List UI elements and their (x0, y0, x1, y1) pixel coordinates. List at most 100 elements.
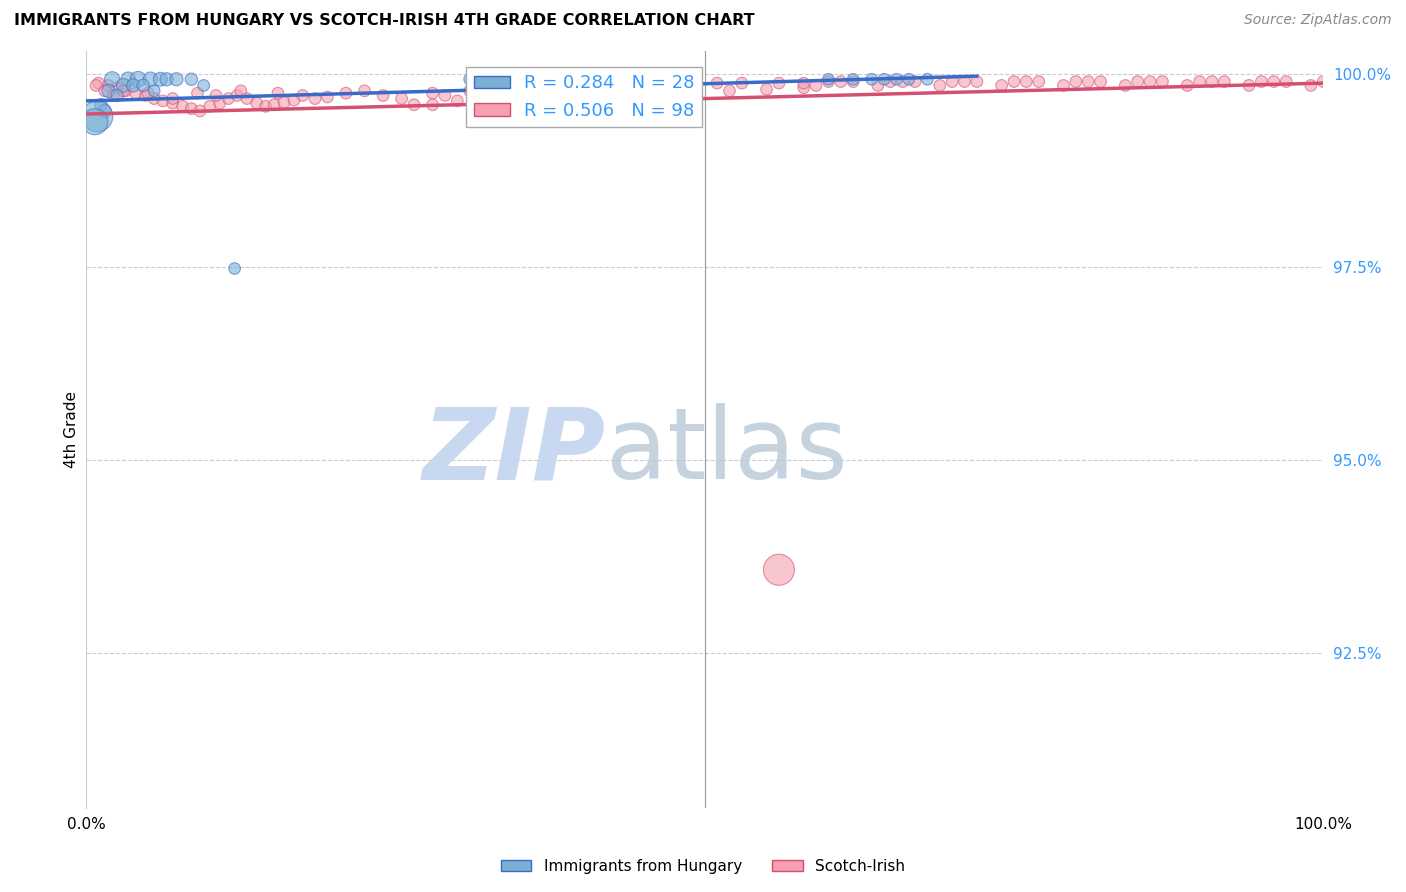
Point (246, 96, 269, 111)
Point (458, 72, 481, 87)
Point (1237, 78, 1260, 93)
Point (433, 88, 456, 103)
Point (97, 78, 120, 93)
Point (208, 96, 231, 111)
Point (1077, 74, 1099, 88)
Point (422, 86, 444, 100)
Point (114, 84, 136, 98)
Point (1052, 78, 1074, 93)
Point (886, 72, 908, 87)
Legend: Immigrants from Hungary, Scotch-Irish: Immigrants from Hungary, Scotch-Irish (495, 853, 911, 880)
Point (1126, 74, 1149, 88)
Point (152, 94, 174, 108)
Point (446, 94, 468, 108)
Point (928, 78, 950, 93)
Point (391, 92, 413, 106)
Point (768, 76, 790, 90)
Text: atlas: atlas (606, 403, 848, 500)
Point (402, 97, 425, 112)
Point (817, 74, 839, 88)
Point (1299, 78, 1322, 93)
Point (817, 72, 839, 87)
Point (731, 76, 754, 90)
Point (941, 74, 963, 88)
Point (132, 78, 155, 93)
Point (1201, 74, 1223, 88)
Point (1188, 74, 1211, 88)
Point (804, 78, 827, 93)
Point (371, 88, 394, 103)
Point (335, 86, 357, 100)
Point (1250, 74, 1272, 88)
Text: ZIP: ZIP (423, 403, 606, 500)
Point (842, 74, 865, 88)
Point (84, 78, 107, 93)
Point (254, 99, 277, 113)
Point (86, 109, 108, 123)
Point (718, 84, 741, 98)
Point (904, 74, 927, 88)
Point (1263, 74, 1285, 88)
Point (1064, 74, 1087, 88)
Point (101, 72, 124, 87)
Point (768, 563, 790, 577)
Legend: R = 0.284   N = 28, R = 0.506   N = 98: R = 0.284 N = 28, R = 0.506 N = 98 (467, 67, 702, 127)
Point (180, 72, 202, 87)
Point (706, 76, 728, 90)
Point (135, 88, 157, 103)
Point (149, 72, 172, 87)
Point (193, 78, 215, 93)
Point (1015, 74, 1038, 88)
Point (422, 97, 444, 112)
Point (793, 80, 815, 95)
Point (105, 80, 128, 95)
Point (1152, 74, 1174, 88)
Point (316, 90, 339, 104)
Point (966, 74, 988, 88)
Point (891, 74, 914, 88)
Point (112, 78, 135, 93)
Point (166, 72, 188, 87)
Point (495, 86, 517, 100)
Point (631, 94, 654, 108)
Point (198, 99, 221, 113)
Point (217, 92, 239, 106)
Point (283, 93, 305, 107)
Point (1213, 74, 1236, 88)
Point (873, 72, 896, 87)
Point (830, 74, 852, 88)
Point (866, 78, 889, 93)
Point (124, 86, 146, 100)
Point (97, 84, 120, 98)
Point (122, 78, 145, 93)
Point (117, 72, 139, 87)
Point (304, 92, 326, 106)
Point (127, 72, 149, 87)
Point (644, 88, 666, 103)
Point (669, 92, 692, 106)
Point (229, 84, 252, 98)
Point (471, 94, 494, 108)
Point (103, 88, 125, 103)
Point (143, 84, 166, 98)
Text: Source: ZipAtlas.com: Source: ZipAtlas.com (1244, 13, 1392, 28)
Point (1090, 74, 1112, 88)
Point (139, 72, 162, 87)
Point (263, 97, 285, 112)
Point (842, 72, 865, 87)
Point (793, 76, 815, 90)
Point (755, 82, 778, 96)
Point (917, 72, 939, 87)
Point (180, 102, 202, 116)
Point (172, 99, 194, 113)
Point (224, 261, 246, 276)
Point (1114, 78, 1136, 93)
Point (188, 103, 211, 118)
Point (953, 74, 976, 88)
Point (1002, 74, 1025, 88)
Point (267, 86, 290, 100)
Point (162, 92, 184, 106)
Point (508, 84, 530, 98)
Point (155, 72, 177, 87)
Point (879, 74, 901, 88)
